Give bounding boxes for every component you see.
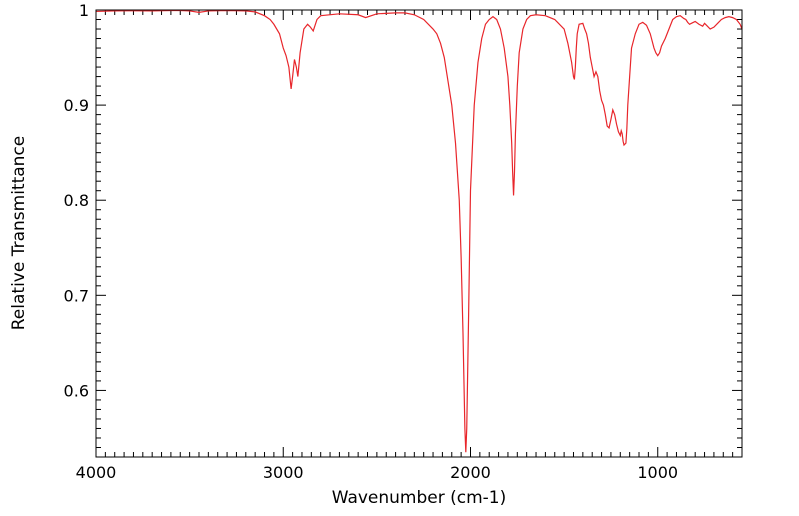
- y-axis-title: Relative Transmittance: [9, 136, 29, 331]
- y-tick-label: 0.6: [64, 381, 89, 400]
- x-tick-label: 3000: [263, 463, 304, 482]
- y-tick-label: 0.9: [64, 96, 89, 115]
- plot-background: [96, 10, 742, 457]
- x-axis-title: Wavenumber (cm-1): [332, 488, 507, 508]
- y-tick-label: 0.8: [64, 191, 89, 210]
- x-tick-label: 4000: [76, 463, 117, 482]
- axis-tick-labels: 4000 3000 2000 1000 1 0.9 0.8 0.7 0.6: [64, 1, 679, 482]
- x-tick-label: 2000: [450, 463, 491, 482]
- axis-ticks: [95, 9, 743, 458]
- y-tick-label: 0.7: [64, 286, 89, 305]
- y-tick-label: 1: [79, 1, 89, 20]
- series-line: [95, 9, 743, 453]
- x-tick-label: 1000: [637, 463, 678, 482]
- plot-frame: [95, 9, 743, 458]
